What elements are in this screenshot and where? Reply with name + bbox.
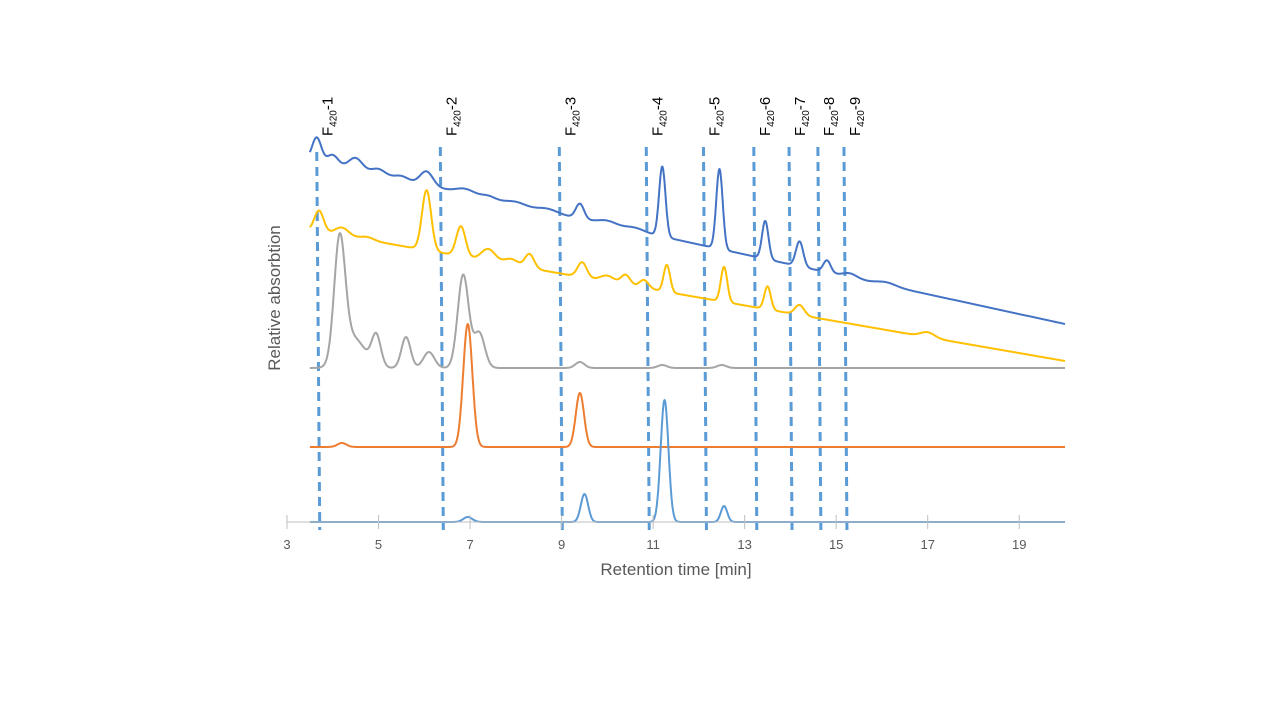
y-axis-title: Relative absorbtion bbox=[265, 225, 284, 371]
peak-label: F420-2 bbox=[443, 97, 463, 136]
chromatogram-trace bbox=[308, 136, 1066, 325]
peak-label: F420-3 bbox=[562, 97, 582, 136]
peak-marker-line bbox=[816, 146, 823, 531]
peak-marker-line bbox=[438, 146, 445, 531]
x-tick-label: 11 bbox=[646, 537, 660, 552]
x-tick-label: 17 bbox=[920, 537, 934, 552]
x-axis: 3 5 7 9 11 13 15 17 19 bbox=[283, 515, 1065, 552]
chromatogram-trace bbox=[309, 232, 1066, 369]
x-tick-label: 9 bbox=[558, 537, 565, 552]
peak-label: F420-7 bbox=[792, 97, 812, 136]
peak-marker-line bbox=[644, 146, 651, 531]
peak-labels: F420-1 F420-2 F420-3 F420-4 F420-5 F420-6 F420… bbox=[320, 97, 867, 136]
chromatogram-trace bbox=[309, 399, 1066, 523]
x-tick-label: 15 bbox=[829, 537, 843, 552]
peak-marker-line bbox=[315, 151, 322, 531]
peak-marker-line bbox=[787, 146, 794, 531]
chromatogram-trace bbox=[309, 189, 1066, 362]
chromatogram-trace bbox=[309, 323, 1066, 448]
x-tick-label: 5 bbox=[375, 537, 382, 552]
x-tick-label: 13 bbox=[737, 537, 751, 552]
peak-marker-line bbox=[701, 146, 708, 531]
peak-marker-lines bbox=[315, 146, 849, 531]
peak-label: F420-4 bbox=[649, 97, 669, 136]
x-tick-label: 7 bbox=[466, 537, 473, 552]
x-tick-label: 3 bbox=[283, 537, 290, 552]
peak-label: F420-6 bbox=[757, 97, 777, 136]
x-tick-label: 19 bbox=[1012, 537, 1026, 552]
peak-marker-line bbox=[842, 146, 849, 531]
x-axis-title: Retention time [min] bbox=[600, 560, 751, 579]
peak-label: F420-1 bbox=[320, 97, 340, 136]
peak-label: F420-5 bbox=[706, 97, 726, 136]
peak-marker-line bbox=[752, 146, 759, 531]
peak-marker-line bbox=[557, 146, 564, 531]
peak-label: F420-8 bbox=[821, 97, 841, 136]
chromatogram-traces bbox=[308, 136, 1066, 523]
peak-label: F420-9 bbox=[847, 97, 867, 136]
